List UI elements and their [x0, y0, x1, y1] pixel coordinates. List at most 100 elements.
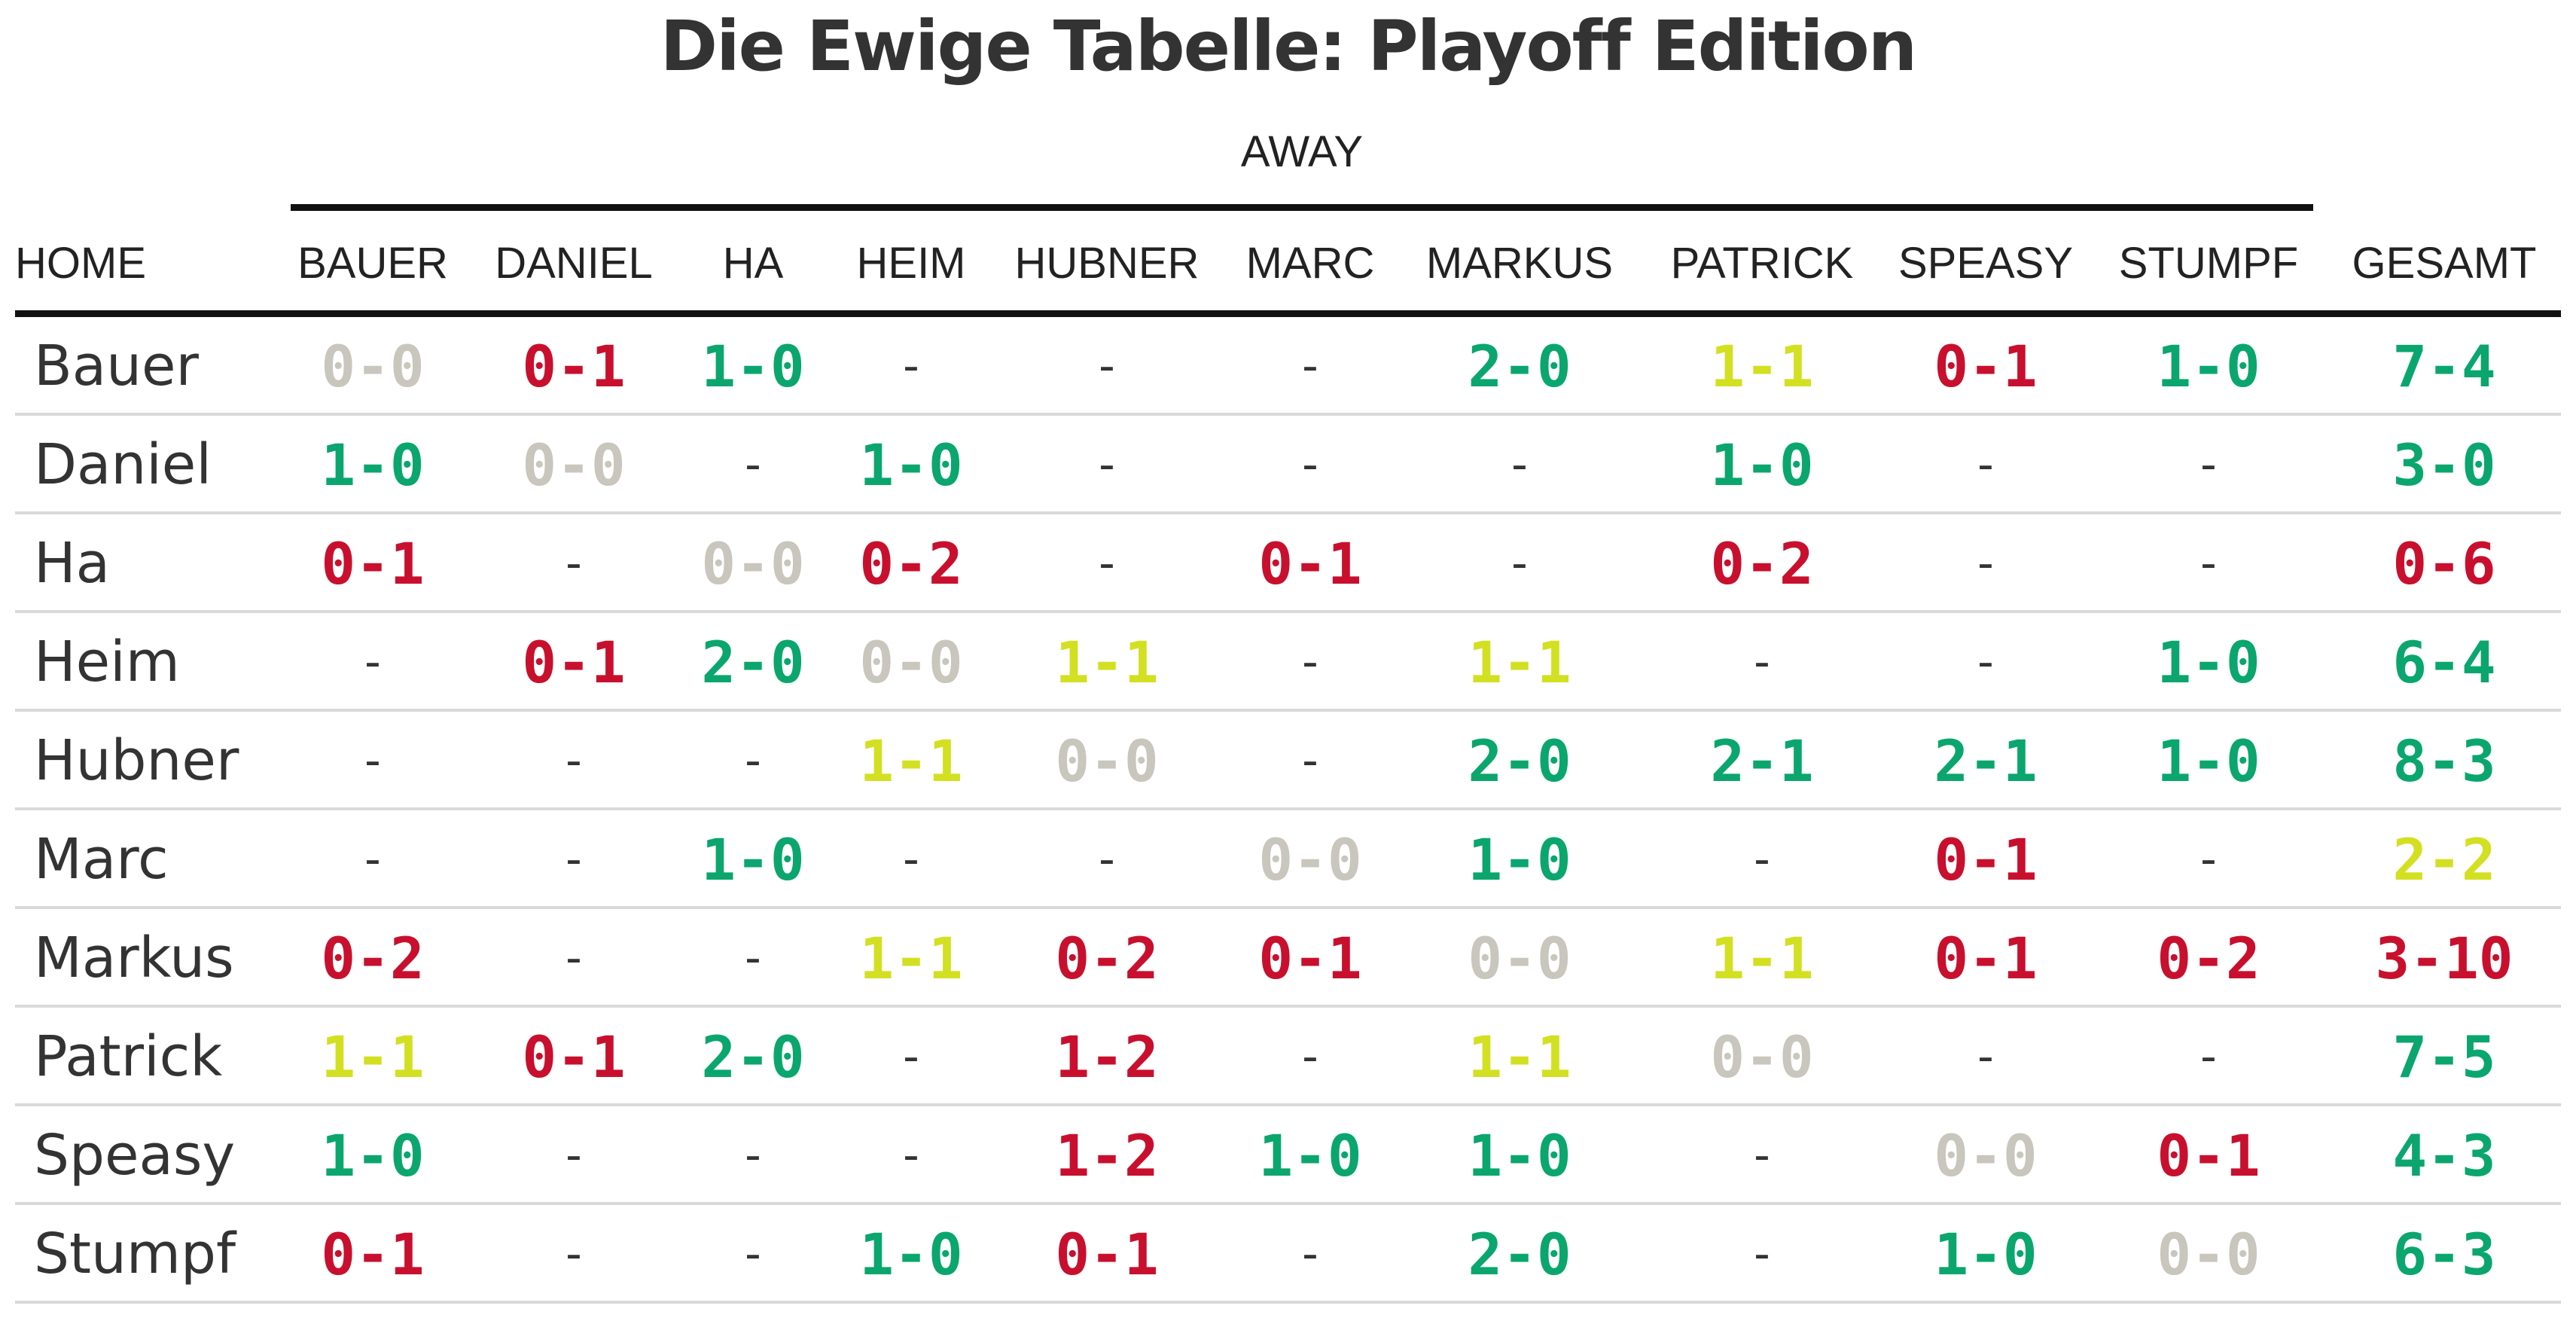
row-label-stumpf: Stumpf: [34, 1222, 236, 1286]
row-divider: [15, 1301, 2561, 1304]
row-divider: [15, 1005, 2561, 1008]
row-label-ha: Ha: [34, 531, 110, 596]
result-cell: 2-0: [701, 629, 805, 696]
result-cell: 1-1: [321, 1024, 425, 1091]
row-divider: [15, 413, 2561, 416]
result-cell: 1-1: [1710, 925, 1814, 992]
table-row: Patrick 1-1 0-1 2-0 - 1-2 - 1-1 0-0 - - 7-5: [15, 1008, 2561, 1106]
result-cell: 1-1: [1055, 629, 1159, 696]
result-cell: 0-0: [321, 333, 425, 400]
result-cell: -: [1977, 636, 1994, 688]
row-label-hubner: Hubner: [34, 728, 239, 793]
result-cell: -: [566, 537, 582, 590]
away-rule: [291, 204, 2313, 211]
row-label-bauer: Bauer: [34, 334, 199, 398]
result-cell: 1-0: [1468, 1122, 1572, 1189]
row-label-patrick: Patrick: [34, 1024, 223, 1089]
row-divider: [15, 906, 2561, 909]
result-cell: -: [566, 1228, 582, 1280]
result-cell: 0-2: [1710, 530, 1814, 597]
row-divider: [15, 1103, 2561, 1106]
result-cell: -: [1754, 833, 1770, 886]
result-cell: -: [1511, 537, 1528, 590]
result-cell: 0-0: [522, 432, 626, 499]
result-cell: -: [2200, 537, 2217, 590]
result-cell: -: [566, 734, 582, 787]
result-cell: 1-2: [1055, 1122, 1159, 1189]
result-cell: 0-0: [1258, 826, 1362, 893]
result-cell: -: [1754, 1228, 1770, 1280]
away-label: AWAY: [1240, 127, 1364, 176]
total-cell: 3-0: [2392, 432, 2496, 499]
result-cell: -: [745, 1228, 761, 1280]
result-cell: 2-1: [1710, 728, 1814, 795]
total-cell: 4-3: [2392, 1122, 2496, 1189]
column-header-hubner: HUBNER: [1014, 239, 1200, 288]
table-row: Hubner - - - 1-1 0-0 - 2-0 2-1 2-1 1-0 8-3: [15, 712, 2561, 810]
table-row: Heim - 0-1 2-0 0-0 1-1 - 1-1 - - 1-0 6-4: [15, 613, 2561, 712]
result-cell: 2-1: [1934, 728, 2038, 795]
column-header-marc: MARC: [1245, 239, 1375, 288]
result-cell: -: [1099, 438, 1115, 491]
result-cell: 1-0: [2157, 728, 2260, 795]
result-cell: -: [364, 734, 381, 787]
result-cell: -: [566, 932, 582, 984]
result-cell: 1-0: [701, 333, 805, 400]
result-cell: -: [903, 340, 919, 392]
row-label-marc: Marc: [34, 827, 169, 892]
result-cell: 1-1: [1710, 333, 1814, 400]
table-row: Ha 0-1 - 0-0 0-2 - 0-1 - 0-2 - - 0-6: [15, 514, 2561, 613]
table-row: Speasy 1-0 - - - 1-2 1-0 1-0 - 0-0 0-1 4-3: [15, 1106, 2561, 1205]
result-cell: -: [1099, 340, 1115, 392]
chart-title: Die Ewige Tabelle: Playoff Edition: [660, 6, 1917, 87]
result-cell: 1-0: [321, 1122, 425, 1189]
result-cell: 0-0: [1468, 925, 1572, 992]
result-cell: 2-0: [701, 1024, 805, 1091]
column-header-ha: HA: [722, 239, 784, 288]
result-cell: 2-0: [1468, 1221, 1572, 1288]
row-label-heim: Heim: [34, 630, 180, 694]
result-cell: 0-0: [859, 629, 963, 696]
total-cell: 0-6: [2392, 530, 2496, 597]
result-cell: 1-1: [1468, 629, 1572, 696]
result-cell: 1-0: [859, 1221, 963, 1288]
result-cell: -: [1099, 833, 1115, 886]
result-cell: -: [1754, 636, 1770, 688]
column-header-daniel: DANIEL: [495, 239, 653, 288]
total-cell: 7-5: [2392, 1024, 2496, 1091]
column-header-total: GESAMT: [2352, 239, 2537, 288]
column-header-speasy: SPEASY: [1898, 239, 2074, 288]
result-cell: -: [1511, 438, 1528, 491]
result-cell: 0-1: [1055, 1221, 1159, 1288]
result-cell: -: [2200, 438, 2217, 491]
result-cell: -: [1302, 340, 1318, 392]
row-divider: [15, 1202, 2561, 1205]
result-cell: -: [2200, 1030, 2217, 1083]
result-cell: 0-2: [2157, 925, 2260, 992]
result-cell: 0-1: [1934, 826, 2038, 893]
result-cell: 2-0: [1468, 728, 1572, 795]
result-cell: 0-2: [1055, 925, 1159, 992]
row-label-speasy: Speasy: [34, 1123, 236, 1188]
result-cell: -: [1977, 438, 1994, 491]
result-cell: 1-0: [2157, 333, 2260, 400]
result-cell: -: [1977, 537, 1994, 590]
total-cell: 6-3: [2392, 1221, 2496, 1288]
column-header-markus: MARKUS: [1425, 239, 1614, 288]
result-cell: 0-1: [1934, 333, 2038, 400]
total-cell: 3-10: [2375, 925, 2514, 992]
result-cell: 1-0: [701, 826, 805, 893]
result-cell: 0-1: [522, 1024, 626, 1091]
table-row: Bauer 0-0 0-1 1-0 - - - 2-0 1-1 0-1 1-0 7-4: [15, 317, 2561, 416]
result-cell: 0-1: [522, 629, 626, 696]
result-cell: 1-1: [1468, 1024, 1572, 1091]
result-cell: -: [745, 1129, 761, 1182]
result-cell: 1-0: [1258, 1122, 1362, 1189]
result-cell: 1-0: [321, 432, 425, 499]
result-cell: 2-0: [1468, 333, 1572, 400]
table-row: Stumpf 0-1 - - 1-0 0-1 - 2-0 - 1-0 0-0 6-3: [15, 1205, 2561, 1304]
result-cell: 0-1: [1258, 925, 1362, 992]
result-cell: 0-0: [1710, 1024, 1814, 1091]
row-label-daniel: Daniel: [34, 432, 212, 497]
result-cell: -: [903, 1030, 919, 1083]
